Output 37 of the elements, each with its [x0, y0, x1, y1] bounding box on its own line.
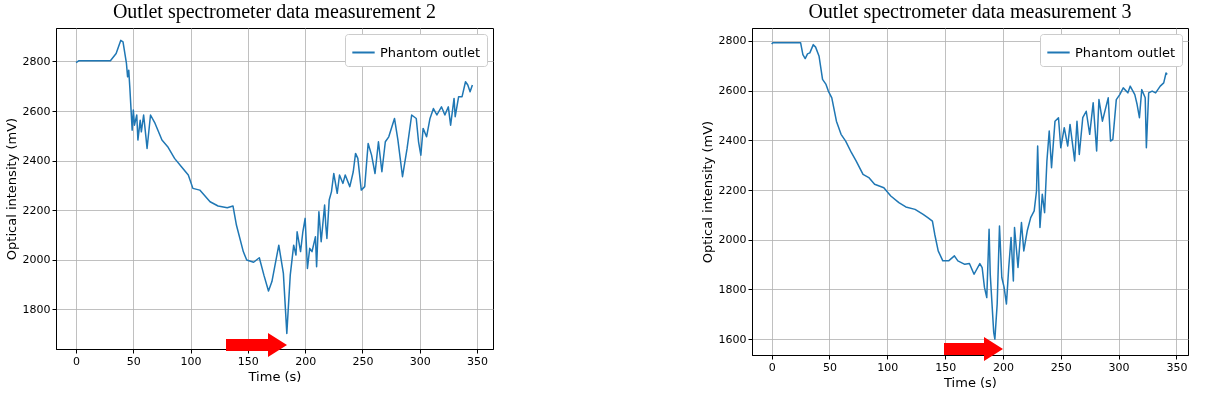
- x-tick-label: 350: [1166, 360, 1188, 374]
- y-tick-label: 2200: [22, 203, 51, 217]
- x-axis-title: Time (s): [943, 374, 997, 390]
- x-tick-label: 0: [768, 360, 776, 374]
- y-tick-label: 2000: [22, 253, 51, 267]
- y-tick-label: 2200: [718, 183, 747, 197]
- x-tick-label: 200: [992, 360, 1014, 374]
- x-tick-label: 100: [180, 354, 202, 368]
- y-tick-label: 2800: [718, 34, 747, 48]
- chart-title: Outlet spectrometer data measurement 2: [112, 0, 437, 23]
- y-tick-label: 2600: [718, 84, 747, 98]
- y-tick-label: 2000: [718, 233, 747, 247]
- y-tick-label: 1800: [22, 302, 51, 316]
- y-tick-label: 2600: [22, 104, 51, 118]
- x-tick-label: 250: [1050, 360, 1072, 374]
- y-axis-title: Optical intensity (mV): [3, 117, 19, 261]
- x-tick-label: 350: [466, 354, 488, 368]
- x-tick-label: 100: [877, 360, 899, 374]
- x-tick-label: 0: [73, 354, 81, 368]
- x-axis-title: Time (s): [247, 368, 302, 384]
- y-tick-label: 2400: [22, 154, 51, 168]
- y-tick-label: 1600: [718, 332, 747, 346]
- x-tick-label: 300: [409, 354, 431, 368]
- x-tick-label: 300: [1108, 360, 1130, 374]
- chart-title: Outlet spectrometer data measurement 3: [808, 0, 1132, 23]
- legend-label: Phantom outlet: [1075, 44, 1176, 60]
- y-tick-label: 1800: [718, 282, 747, 296]
- legend-label: Phantom outlet: [380, 44, 481, 60]
- x-tick-label: 50: [126, 354, 141, 368]
- x-tick-label: 150: [237, 354, 259, 368]
- y-tick-label: 2800: [22, 54, 51, 68]
- x-tick-label: 250: [352, 354, 374, 368]
- y-tick-label: 2400: [718, 133, 747, 147]
- x-tick-label: 50: [822, 360, 837, 374]
- y-axis-title: Optical intensity (mV): [699, 120, 715, 264]
- x-tick-label: 200: [295, 354, 317, 368]
- x-tick-label: 150: [935, 360, 957, 374]
